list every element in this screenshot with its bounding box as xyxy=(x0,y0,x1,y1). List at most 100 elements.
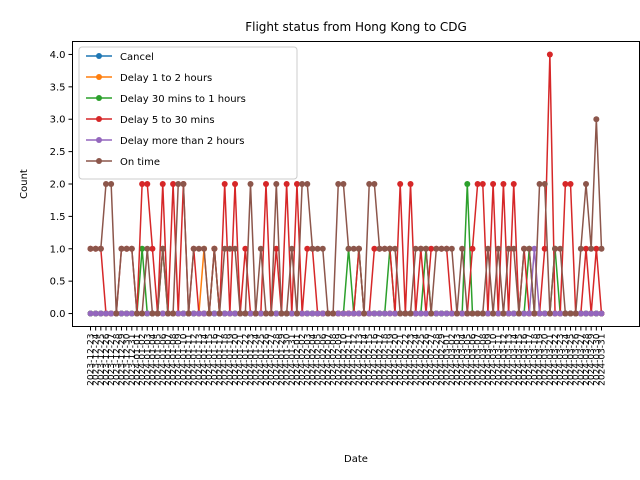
data-point xyxy=(195,310,202,317)
legend-marker xyxy=(96,137,102,143)
x-tick-label: 2024-01-24 xyxy=(252,333,262,386)
data-point xyxy=(159,310,166,317)
x-tick-label: 2024-01-28 xyxy=(272,333,282,386)
data-point xyxy=(355,245,362,252)
data-point xyxy=(185,310,192,317)
data-point xyxy=(567,181,574,187)
data-point xyxy=(355,310,362,317)
x-tick-label: 2024-02-14 xyxy=(360,333,370,386)
x-tick-label: 2024-01-15 xyxy=(205,334,215,386)
data-point xyxy=(154,310,161,317)
data-point xyxy=(211,245,218,252)
data-point xyxy=(583,181,590,187)
x-tick-label: 2024-01-18 xyxy=(221,333,231,386)
x-tick-label: 2024-01-29 xyxy=(277,333,287,386)
series-5 xyxy=(87,116,605,317)
data-point xyxy=(139,245,146,252)
data-point xyxy=(118,310,125,317)
x-tick-label: 2024-03-31 xyxy=(598,334,608,386)
x-tick-label: 2024-02-23 xyxy=(407,334,417,386)
data-point xyxy=(159,245,166,252)
data-point xyxy=(536,310,543,317)
data-point xyxy=(201,245,208,252)
x-tick-label: 2024-03-03 xyxy=(453,333,463,385)
data-point xyxy=(350,245,357,252)
data-point xyxy=(515,310,522,317)
x-tick-label: 2024-01-30 xyxy=(283,333,293,386)
data-point xyxy=(376,310,383,317)
data-point xyxy=(417,310,424,317)
data-point xyxy=(402,310,409,317)
x-tick-label: 2024-01-06 xyxy=(159,333,169,386)
y-tick-label: 1.5 xyxy=(50,212,66,223)
data-point xyxy=(118,245,125,252)
y-tick-label: 4.0 xyxy=(50,50,66,61)
x-tick-label: 2024-02-10 xyxy=(339,333,349,386)
data-point xyxy=(376,245,383,252)
data-point xyxy=(510,245,517,252)
data-point xyxy=(175,310,182,317)
data-point xyxy=(113,310,120,317)
data-point xyxy=(201,310,208,317)
data-point xyxy=(531,245,538,252)
data-point xyxy=(593,245,600,252)
data-point xyxy=(309,310,316,317)
data-point xyxy=(268,310,275,317)
x-tick-label: 2024-02-21 xyxy=(396,334,406,386)
x-tick-label: 2024-02-06 xyxy=(319,333,329,386)
x-tick-label: 2024-01-03 xyxy=(143,334,153,386)
data-point xyxy=(87,310,94,317)
chart-title: Flight status from Hong Kong to CDG xyxy=(245,20,467,34)
data-point xyxy=(340,310,347,317)
x-tick-label: 2024-03-11 xyxy=(494,334,504,386)
x-tick-label: 2024-02-17 xyxy=(376,334,386,386)
x-tick-label: 2024-03-01 xyxy=(443,334,453,386)
data-point xyxy=(221,181,228,187)
y-axis: 0.0 0.5 1.0 1.5 2.0 2.5 3.0 3.5 4.0 xyxy=(50,50,73,320)
x-tick-label: 2023-12-26 xyxy=(102,333,112,386)
x-tick-label: 2024-02-29 xyxy=(437,333,447,386)
data-point xyxy=(546,310,553,317)
data-point xyxy=(583,310,590,317)
x-tick-label: 2024-02-09 xyxy=(334,333,344,386)
data-point xyxy=(562,181,569,187)
data-point xyxy=(221,310,228,317)
x-tick-label: 2024-02-02 xyxy=(298,334,308,386)
x-tick-label: 2024-03-12 xyxy=(499,334,509,386)
data-point xyxy=(288,310,295,317)
x-tick-label: 2024-02-15 xyxy=(365,334,375,386)
data-point xyxy=(330,310,337,317)
x-tick-label: 2024-02-16 xyxy=(370,333,380,386)
x-tick-label: 2024-03-26 xyxy=(572,333,582,386)
data-point xyxy=(474,181,481,187)
x-tick-label: 2024-02-18 xyxy=(381,333,391,386)
data-point xyxy=(149,310,156,317)
data-point xyxy=(335,181,342,187)
data-point xyxy=(273,181,280,187)
data-point xyxy=(443,310,450,317)
data-point xyxy=(371,310,378,317)
x-tick-label: 2024-01-08 xyxy=(169,333,179,386)
x-tick-label: 2024-01-25 xyxy=(257,334,267,386)
data-point xyxy=(226,310,233,317)
data-point xyxy=(397,181,404,187)
data-point xyxy=(510,310,517,317)
data-point xyxy=(552,310,559,317)
data-point xyxy=(190,310,197,317)
x-tick-label: 2024-01-13 xyxy=(195,334,205,386)
data-point xyxy=(309,245,316,252)
data-point xyxy=(495,310,502,317)
x-tick-label: 2024-02-27 xyxy=(427,334,437,386)
x-tick-label: 2023-12-29 xyxy=(117,333,127,386)
data-point xyxy=(423,245,430,252)
x-tick-label: 2023-12-31 xyxy=(128,334,138,386)
x-tick-label: 2024-03-17 xyxy=(525,334,535,386)
y-tick-label: 3.0 xyxy=(50,115,66,126)
x-tick-label: 2023-12-25 xyxy=(97,334,107,386)
data-point xyxy=(92,245,99,252)
data-point xyxy=(221,245,228,252)
data-point xyxy=(469,245,476,252)
data-point xyxy=(572,310,579,317)
data-point xyxy=(531,310,538,317)
data-point xyxy=(293,181,300,187)
